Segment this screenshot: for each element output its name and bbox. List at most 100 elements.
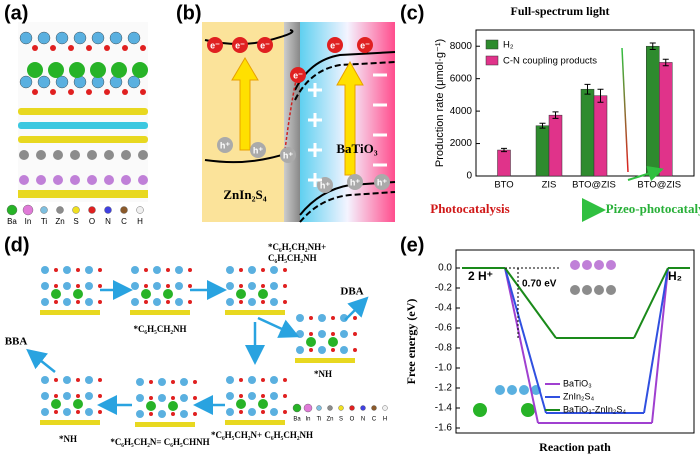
panel-label: (a) [4, 2, 28, 24]
atom [309, 348, 313, 352]
electron-label: e⁻ [210, 40, 220, 50]
legend-label: S [339, 417, 343, 423]
intermediate-label: *NH [314, 369, 332, 379]
error-bar [539, 122, 546, 129]
panel-d: *C₆H₅CH₂NH *C₆H₅CH₂NH+C₆H₅CH₂NH DBA *NH BBA *… [5, 242, 388, 447]
atom [270, 298, 278, 306]
atom [76, 268, 80, 272]
bar [593, 95, 608, 177]
atom [127, 75, 141, 89]
plus [313, 143, 317, 157]
atom [283, 284, 287, 288]
atom [144, 300, 148, 304]
atom [131, 266, 139, 274]
legend-label: BaTiO₃ [563, 378, 592, 388]
y-tick-label: -0.4 [435, 303, 453, 314]
atom [226, 298, 234, 306]
atom [104, 175, 114, 185]
bar [659, 62, 673, 177]
legend-label: C [372, 417, 377, 423]
atom [91, 31, 105, 45]
atom [158, 378, 166, 386]
atom [98, 410, 102, 414]
electron [232, 37, 248, 53]
legend-label: Ba [293, 417, 301, 423]
atom [168, 401, 178, 411]
atom [87, 150, 97, 160]
atom [318, 346, 326, 354]
atom [239, 300, 243, 304]
connector [504, 267, 539, 424]
atom [175, 298, 183, 306]
atom [171, 412, 175, 416]
bar [535, 125, 550, 177]
legend-swatch [40, 206, 48, 214]
atom [283, 394, 287, 398]
panel-label: (e) [400, 234, 424, 256]
legend-swatch [485, 39, 499, 50]
electron [257, 37, 273, 53]
legend-swatch [88, 206, 96, 214]
atom [63, 266, 71, 274]
atom [236, 399, 246, 409]
atom [270, 266, 278, 274]
electron-label: e⁻ [330, 40, 340, 50]
atom [85, 298, 93, 306]
atom [86, 45, 92, 51]
atom [140, 89, 146, 95]
atom [32, 89, 38, 95]
atom [98, 300, 102, 304]
connector [504, 267, 557, 339]
atom [261, 300, 265, 304]
material-label: BaTiO₃ [336, 141, 377, 156]
panel-e: Free energy (eV) Reaction path 0.0 -0.2 -0.4… [404, 249, 695, 454]
legend-swatch [360, 405, 366, 411]
atom [171, 380, 175, 384]
atom [104, 45, 110, 51]
atom [239, 284, 243, 288]
band-edge [299, 191, 396, 223]
sulfur-layer [40, 310, 100, 315]
atom [507, 385, 517, 395]
plus [313, 113, 317, 127]
legend-swatch [104, 206, 112, 214]
atom [122, 89, 128, 95]
atom [73, 31, 87, 45]
atom [63, 376, 71, 384]
atom [104, 89, 110, 95]
panel-label: (c) [400, 2, 424, 24]
atom [153, 266, 161, 274]
category-label: 2 H⁺ [468, 269, 493, 283]
y-tick-label: 2000 [450, 138, 473, 149]
atom [54, 284, 58, 288]
atom [86, 89, 92, 95]
bar [580, 88, 595, 177]
electron-label: e⁻ [260, 40, 270, 50]
legend-swatch [382, 405, 388, 411]
atom [270, 408, 278, 416]
atom [121, 175, 131, 185]
legend-swatch [56, 206, 64, 214]
legend-swatch [327, 405, 333, 411]
legend-swatch [120, 206, 128, 214]
legend-swatch [22, 204, 34, 216]
x-tick-label: BTO@ZIS [572, 180, 616, 191]
atom [296, 314, 304, 322]
atom [98, 394, 102, 398]
atom [248, 408, 256, 416]
electron [357, 37, 373, 53]
y-tick-label: -0.8 [435, 343, 453, 354]
arrow [336, 60, 364, 176]
atom [193, 412, 197, 416]
atom [76, 300, 80, 304]
atom [309, 316, 313, 320]
atom [261, 268, 265, 272]
legend-label: H [383, 417, 387, 423]
y-tick-label: -1.2 [435, 383, 453, 394]
atom [306, 337, 316, 347]
atom [261, 378, 265, 382]
atom [606, 285, 616, 295]
atom [296, 330, 304, 338]
atom [166, 284, 170, 288]
atom [283, 268, 287, 272]
